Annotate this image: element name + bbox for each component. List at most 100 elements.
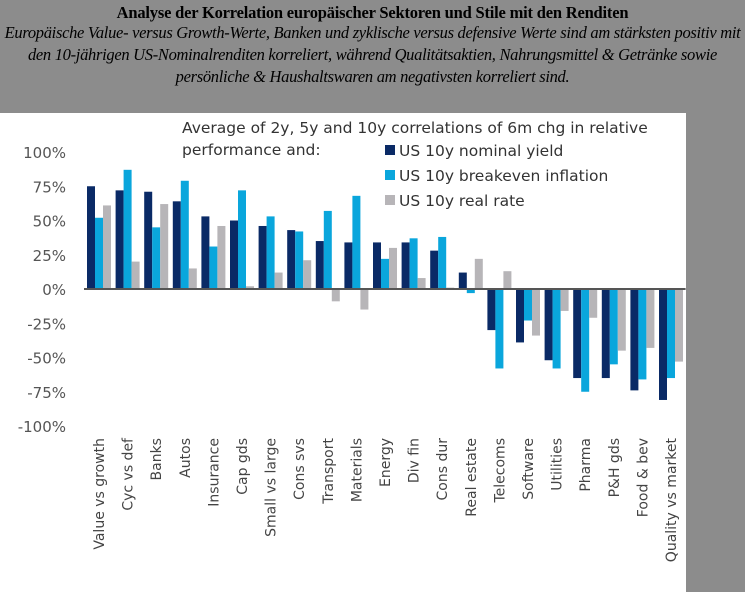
header: Analyse der Korrelation europäischer Sek… [0, 0, 745, 113]
bar [638, 289, 647, 380]
y-tick-label: -25% [27, 315, 66, 333]
bar [495, 289, 504, 369]
bar [630, 289, 639, 391]
bar [458, 272, 467, 289]
bar [466, 289, 475, 294]
x-tick-label: Insurance [206, 438, 222, 507]
legend-label: US 10y real rate [399, 192, 525, 210]
x-tick-label: Transport [321, 437, 337, 504]
x-tick-label: Cons svs [292, 438, 308, 500]
bar [487, 289, 496, 331]
page-subtitle: Europäische Value- versus Growth-Werte, … [4, 23, 741, 86]
x-tick-label: Banks [149, 438, 165, 480]
legend-swatch [385, 145, 395, 155]
bar [389, 247, 397, 289]
legend: US 10y nominal yield US 10y breakeven inf… [385, 142, 608, 210]
bar [160, 204, 169, 289]
bar [230, 220, 238, 289]
bar [617, 289, 626, 351]
bar [323, 210, 332, 289]
legend-swatch [385, 170, 395, 180]
y-tick-label: 25% [33, 247, 66, 265]
x-tick-label: Cons dur [435, 438, 451, 501]
bar [172, 201, 181, 289]
bar [609, 289, 618, 365]
x-tick-label: Energy [378, 438, 394, 487]
bar [201, 216, 210, 289]
bar [123, 169, 132, 289]
y-tick-label: -100% [18, 418, 66, 436]
x-axis: Value vs growth Cyc vs def Banks Autos Insur… [92, 437, 680, 562]
bar [409, 238, 418, 289]
chart-note-line1: Average of 2y, 5y and 10y correlations o… [182, 119, 648, 137]
bar [524, 289, 532, 321]
bar [258, 225, 267, 289]
x-tick-label: Materials [349, 438, 365, 502]
legend-label: US 10y nominal yield [399, 142, 563, 160]
x-tick-label: Cyc vs def [121, 437, 137, 511]
bar [667, 289, 675, 379]
bar [430, 250, 439, 289]
bar [303, 260, 312, 289]
x-tick-label: Telecoms [492, 438, 508, 503]
bars [87, 169, 683, 400]
bar [438, 236, 447, 289]
legend-label: US 10y breakeven inflation [399, 167, 608, 185]
y-tick-label: 50% [33, 213, 66, 231]
bar [95, 217, 103, 289]
x-tick-label: Div fin [407, 438, 423, 483]
bar [373, 242, 381, 289]
bar [646, 289, 655, 348]
bar [315, 241, 324, 289]
bar [217, 225, 226, 289]
bar [544, 289, 553, 361]
x-tick-label: Value vs growth [92, 438, 108, 550]
bar [246, 286, 254, 289]
bar [238, 190, 246, 289]
x-tick-label: Pharma [578, 438, 594, 492]
bar [115, 190, 124, 289]
bar [344, 242, 353, 289]
bar [503, 271, 512, 289]
bar [152, 227, 161, 289]
bar [532, 289, 540, 336]
bar [180, 180, 189, 289]
bar [266, 216, 275, 289]
x-tick-label: P&H gds [607, 438, 623, 497]
x-tick-label: Cap gds [235, 438, 251, 495]
bar [675, 289, 683, 362]
y-tick-label: -75% [27, 384, 66, 402]
bar [560, 289, 569, 311]
bar [401, 242, 410, 289]
bar [360, 289, 369, 310]
bar [209, 246, 218, 289]
bar [295, 231, 304, 289]
bar [188, 268, 197, 289]
y-tick-label: -50% [27, 350, 66, 368]
bar [103, 205, 111, 289]
bar [352, 195, 361, 289]
x-tick-label: Autos [178, 438, 194, 478]
y-tick-label: 75% [33, 178, 66, 196]
page-title: Analyse der Korrelation europäischer Sek… [116, 3, 629, 22]
bar [331, 289, 340, 302]
chart-note-line2: performance and: [182, 141, 321, 159]
bar [573, 289, 582, 379]
y-axis: 100% 75% 50% 25% 0% -25% -50% -75% -100% [18, 144, 66, 436]
bar [87, 186, 95, 289]
bar [601, 289, 610, 379]
x-tick-label: Small vs large [264, 438, 280, 537]
bar [417, 278, 426, 289]
x-tick-label: Real estate [464, 438, 480, 517]
bar [516, 289, 524, 343]
bar [144, 191, 153, 289]
x-tick-label: Quality vs market [664, 438, 680, 563]
y-tick-label: 0% [42, 281, 66, 299]
x-tick-label: Utilities [550, 438, 566, 491]
bar [274, 272, 283, 289]
bar [552, 289, 561, 369]
x-tick-label: Software [521, 438, 537, 500]
x-tick-label: Food & bev [635, 438, 651, 517]
bar [659, 289, 667, 400]
bar [474, 258, 483, 289]
